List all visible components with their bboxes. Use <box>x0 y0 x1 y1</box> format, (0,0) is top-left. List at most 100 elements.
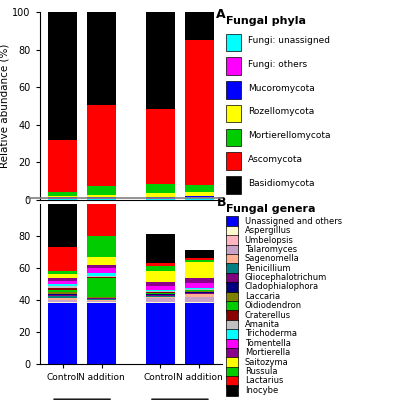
Bar <box>146 109 175 184</box>
FancyBboxPatch shape <box>226 320 238 330</box>
Bar <box>87 277 116 278</box>
Bar <box>146 12 175 109</box>
Bar <box>146 184 175 194</box>
Text: Fungi: others: Fungi: others <box>248 60 307 69</box>
Bar <box>146 266 175 271</box>
Bar <box>48 196 77 197</box>
Bar <box>146 302 175 303</box>
Bar <box>87 199 116 200</box>
Bar <box>48 294 77 295</box>
FancyBboxPatch shape <box>226 310 238 321</box>
Text: Trichoderma: Trichoderma <box>245 330 297 338</box>
Bar <box>87 273 116 276</box>
Text: Rozellomycota: Rozellomycota <box>248 108 314 116</box>
Bar <box>87 11 116 105</box>
Bar <box>48 290 77 292</box>
FancyBboxPatch shape <box>226 235 238 246</box>
FancyBboxPatch shape <box>226 357 238 368</box>
Bar <box>48 281 77 284</box>
Bar <box>48 12 77 140</box>
Bar <box>146 290 175 291</box>
Bar <box>48 247 77 271</box>
FancyBboxPatch shape <box>226 376 238 387</box>
Bar <box>146 198 175 199</box>
FancyBboxPatch shape <box>226 81 241 99</box>
Bar <box>146 293 175 294</box>
Bar <box>146 234 175 263</box>
Bar <box>185 12 214 40</box>
Bar <box>146 199 175 200</box>
Bar <box>146 194 175 197</box>
Text: Basidiomycota: Basidiomycota <box>248 179 314 188</box>
Text: Oidiodendron: Oidiodendron <box>245 301 302 310</box>
Bar <box>185 250 214 258</box>
Bar <box>87 300 116 301</box>
Text: Saitozyma: Saitozyma <box>245 358 288 366</box>
Text: Tomentella: Tomentella <box>245 339 291 348</box>
Bar <box>185 303 214 364</box>
FancyBboxPatch shape <box>226 254 238 264</box>
Bar <box>48 296 77 298</box>
Bar <box>87 297 116 298</box>
Bar <box>87 276 116 277</box>
Text: Amanita: Amanita <box>245 320 280 329</box>
Bar <box>87 198 116 199</box>
Bar <box>48 286 77 288</box>
Bar <box>48 303 77 364</box>
FancyBboxPatch shape <box>226 338 238 349</box>
Bar <box>185 192 214 196</box>
FancyBboxPatch shape <box>226 292 238 302</box>
Bar <box>48 298 77 300</box>
Bar <box>146 271 175 282</box>
Text: Umbelopsis: Umbelopsis <box>245 236 293 244</box>
Bar <box>185 196 214 197</box>
Bar <box>48 288 77 290</box>
Bar <box>87 265 116 268</box>
Bar <box>87 197 116 198</box>
Text: Unassigned and others: Unassigned and others <box>245 217 342 226</box>
Bar <box>146 292 175 293</box>
Bar <box>48 295 77 296</box>
FancyBboxPatch shape <box>226 245 238 255</box>
Bar <box>87 268 116 273</box>
Bar <box>48 300 77 302</box>
FancyBboxPatch shape <box>226 367 238 377</box>
FancyBboxPatch shape <box>226 105 241 122</box>
Bar <box>87 105 116 186</box>
Bar <box>146 263 175 266</box>
Text: Ascomycota: Ascomycota <box>248 155 303 164</box>
Text: Cladophialophora: Cladophialophora <box>245 282 319 292</box>
Text: Laccaria: Laccaria <box>245 292 280 301</box>
Bar <box>87 298 116 299</box>
Bar <box>48 278 77 281</box>
Bar <box>185 197 214 198</box>
Bar <box>48 192 77 196</box>
Y-axis label: Relative abundance (%): Relative abundance (%) <box>0 44 10 168</box>
Bar <box>48 198 77 199</box>
Bar <box>146 294 175 295</box>
Bar <box>146 295 175 296</box>
Bar <box>48 292 77 294</box>
Bar <box>185 294 214 297</box>
Bar <box>87 204 116 236</box>
Text: Aspergillus: Aspergillus <box>245 226 291 235</box>
Bar <box>185 289 214 290</box>
Text: Talaromyces: Talaromyces <box>245 245 297 254</box>
FancyBboxPatch shape <box>226 129 241 146</box>
Text: Inocybe: Inocybe <box>245 386 278 395</box>
Text: Russula: Russula <box>245 367 277 376</box>
Bar <box>87 301 116 302</box>
Text: Lactarius: Lactarius <box>245 376 283 385</box>
Bar <box>185 297 214 302</box>
Bar <box>146 297 175 298</box>
Text: Mortierella: Mortierella <box>245 348 290 357</box>
Bar <box>146 303 175 364</box>
Bar <box>48 197 77 198</box>
FancyBboxPatch shape <box>226 152 241 170</box>
Bar <box>146 291 175 292</box>
Bar <box>185 278 214 283</box>
Bar <box>146 197 175 198</box>
Bar <box>185 185 214 192</box>
FancyBboxPatch shape <box>226 348 238 358</box>
Bar <box>87 186 116 195</box>
